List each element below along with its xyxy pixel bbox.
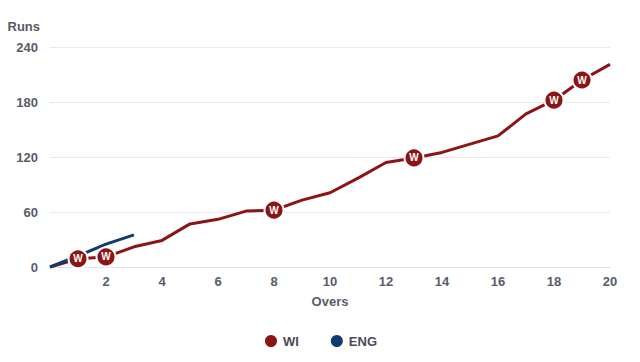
svg-text:20: 20 — [603, 274, 617, 289]
svg-text:10: 10 — [323, 274, 337, 289]
svg-text:180: 180 — [16, 95, 38, 110]
svg-text:W: W — [549, 95, 559, 106]
svg-text:16: 16 — [491, 274, 505, 289]
svg-text:W: W — [101, 251, 111, 262]
svg-text:ENG: ENG — [349, 334, 377, 349]
svg-text:0: 0 — [31, 260, 38, 275]
svg-text:W: W — [577, 75, 587, 86]
svg-text:8: 8 — [270, 274, 277, 289]
svg-text:4: 4 — [158, 274, 166, 289]
svg-text:W: W — [269, 205, 279, 216]
svg-text:2: 2 — [102, 274, 109, 289]
svg-text:6: 6 — [214, 274, 221, 289]
svg-text:60: 60 — [24, 205, 38, 220]
svg-text:12: 12 — [379, 274, 393, 289]
svg-text:WI: WI — [283, 334, 299, 349]
svg-text:120: 120 — [16, 150, 38, 165]
svg-text:14: 14 — [435, 274, 450, 289]
svg-text:Overs: Overs — [312, 294, 349, 309]
svg-text:W: W — [73, 253, 83, 264]
svg-text:240: 240 — [16, 40, 38, 55]
svg-text:18: 18 — [547, 274, 561, 289]
svg-text:Runs: Runs — [8, 19, 41, 34]
svg-text:W: W — [409, 152, 419, 163]
